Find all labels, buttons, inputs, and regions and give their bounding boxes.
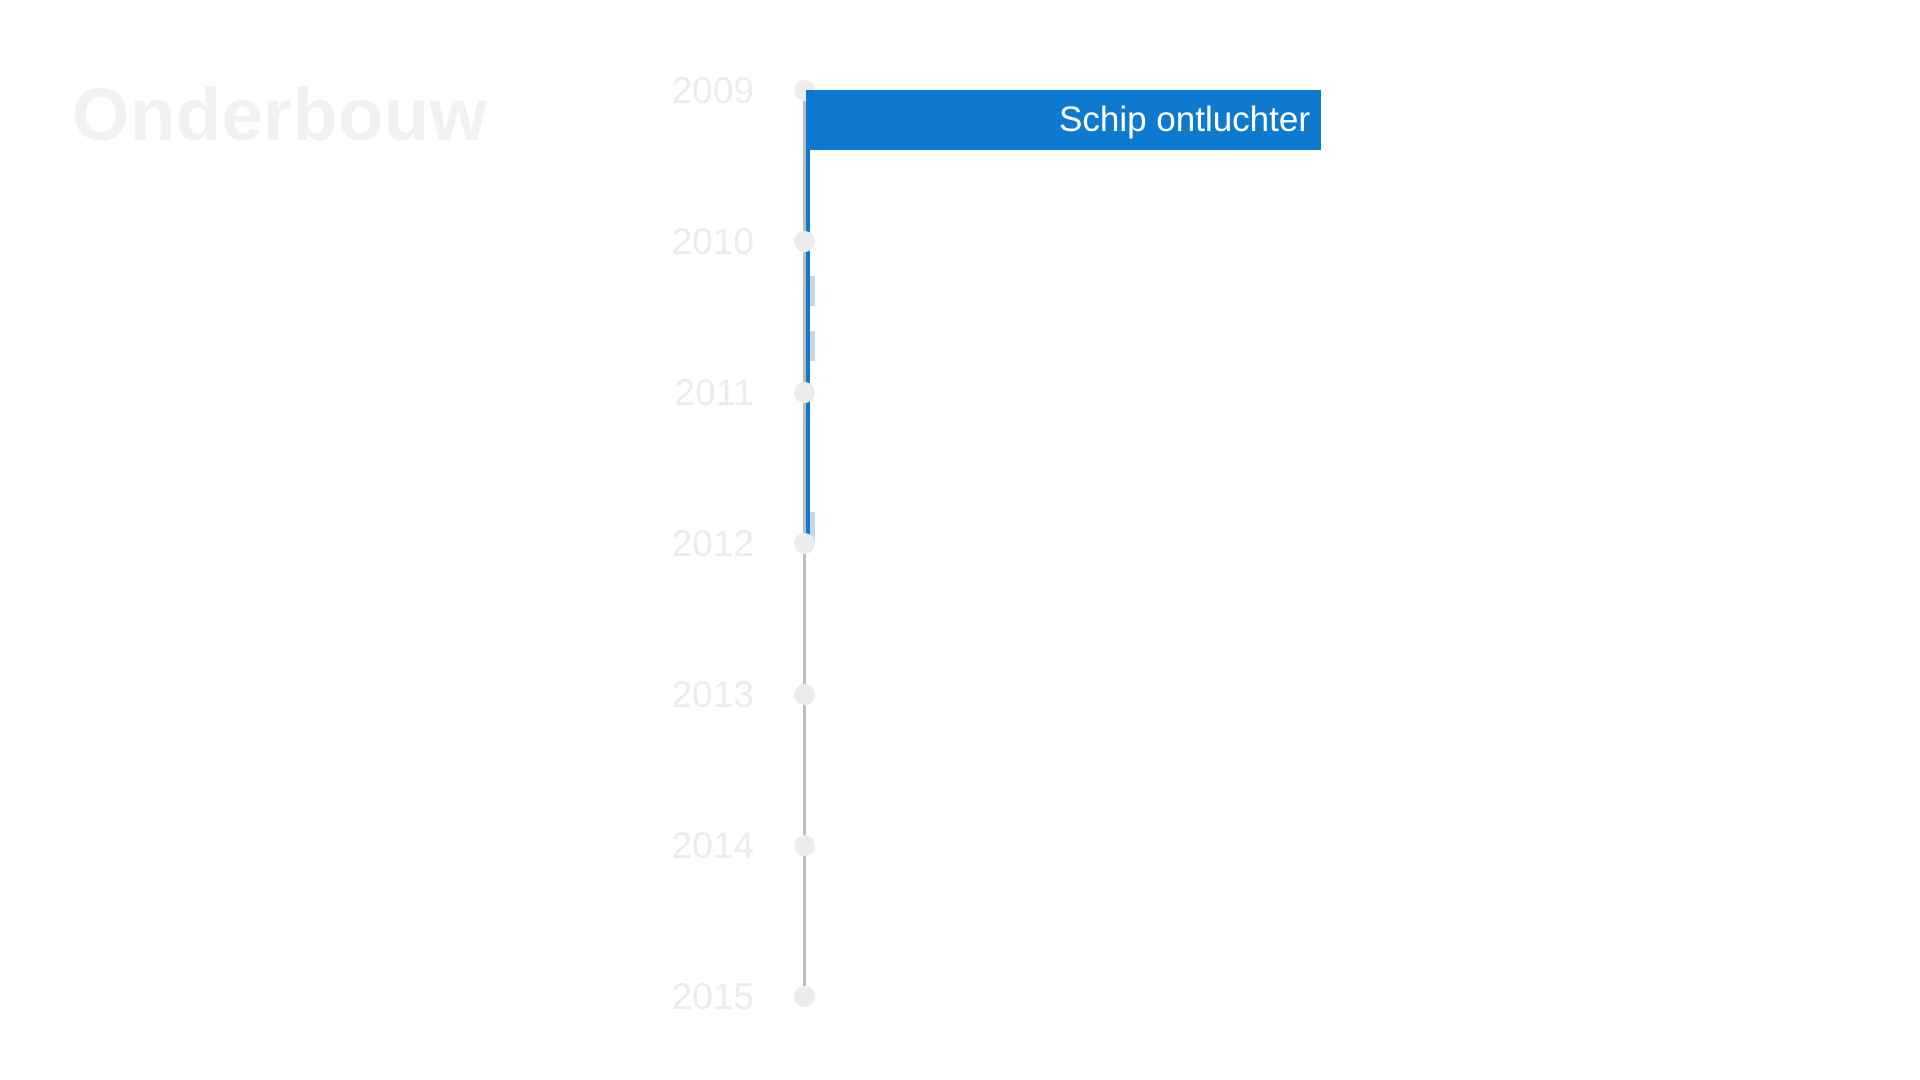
year-marker-2010 [794, 231, 815, 252]
event-flag-schip-ontluchter[interactable]: Schip ontluchter [806, 90, 1321, 150]
year-label-2011: 2011 [674, 372, 754, 413]
year-marker-2012 [794, 533, 815, 554]
page-title: Onderbouw [72, 73, 488, 156]
year-marker-2011 [794, 382, 815, 403]
event-range-bar [806, 92, 810, 538]
year-label-2014: 2014 [671, 825, 754, 866]
year-label-2015: 2015 [671, 976, 754, 1017]
year-label-2009: 2009 [671, 70, 754, 111]
year-marker-2014 [794, 835, 815, 856]
year-label-2013: 2013 [671, 674, 754, 715]
event-range-tick [810, 512, 815, 542]
event-range-tick [810, 331, 815, 361]
year-label-2010: 2010 [671, 221, 754, 262]
year-marker-2013 [794, 684, 815, 705]
event-range-tick [810, 276, 815, 306]
year-marker-2015 [794, 986, 815, 1007]
year-label-2012: 2012 [671, 523, 754, 564]
